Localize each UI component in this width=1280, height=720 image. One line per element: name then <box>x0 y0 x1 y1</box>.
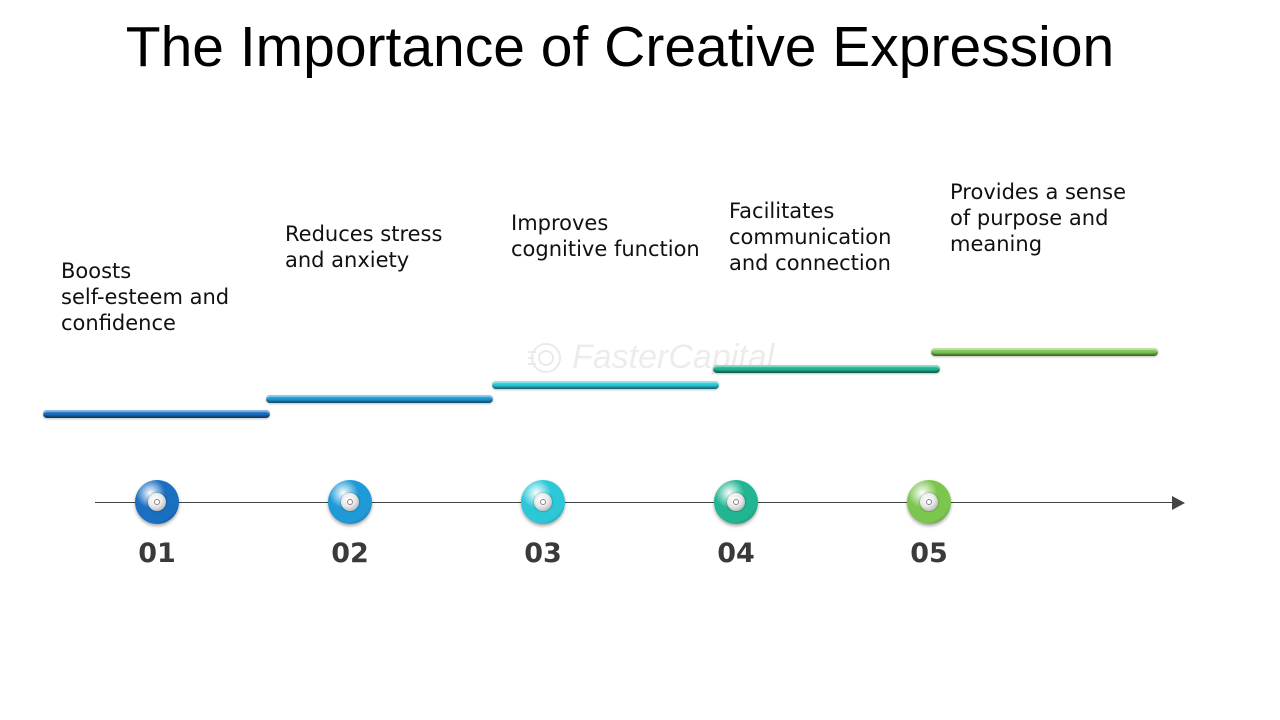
step-4-marker <box>714 480 758 524</box>
step-5-number: 05 <box>910 538 948 569</box>
step-3-bar <box>492 381 719 389</box>
step-2-number: 02 <box>331 538 369 569</box>
timeline-arrow-icon <box>1172 496 1185 510</box>
page-title: The Importance of Creative Expression <box>125 15 1115 79</box>
step-1-marker <box>135 480 179 524</box>
step-5-text: Provides a sense of purpose and meaning <box>950 180 1127 256</box>
step-3-text: Improves cognitive function <box>511 211 700 261</box>
step-2-marker <box>328 480 372 524</box>
step-4-bar <box>713 365 940 373</box>
step-1-bar <box>43 410 270 418</box>
step-1-number: 01 <box>138 538 176 569</box>
step-4-number: 04 <box>717 538 755 569</box>
step-3-marker <box>521 480 565 524</box>
step-2-bar <box>266 395 493 403</box>
timeline-axis <box>95 502 1175 503</box>
step-4-text: Facilitates communication and connection <box>729 199 892 275</box>
step-3-number: 03 <box>524 538 562 569</box>
step-5-bar <box>931 348 1158 356</box>
step-2-text: Reduces stress and anxiety <box>285 222 443 272</box>
watermark-logo-icon <box>528 343 561 373</box>
step-5-marker <box>907 480 951 524</box>
step-1-text: Boosts self-esteem and confidence <box>61 259 230 335</box>
